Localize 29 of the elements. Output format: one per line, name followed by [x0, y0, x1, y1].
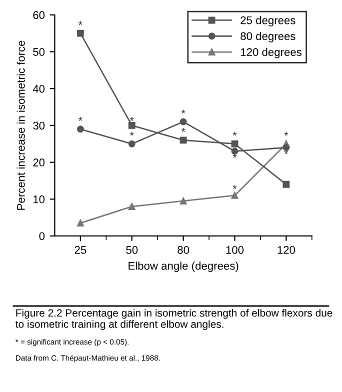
annotation: *	[232, 132, 237, 136]
y-tick-label: 0	[39, 232, 45, 240]
y-tick-label: 10	[33, 195, 45, 204]
x-tick-label: 50	[126, 246, 138, 254]
annotation: *	[181, 110, 186, 114]
annotation: *	[232, 154, 237, 158]
annotation: *	[284, 132, 288, 136]
x-tick-label: 100	[226, 246, 244, 254]
annotation: *	[78, 116, 82, 121]
annotation: *	[181, 128, 186, 132]
annotation: *	[284, 150, 288, 154]
annotation: *	[130, 132, 134, 136]
y-tick-label: 50	[33, 48, 45, 56]
y-tick-label: 40	[32, 84, 45, 93]
y-tick-label: 60	[33, 11, 45, 20]
x-axis-title: Elbow angle (degrees)	[128, 262, 238, 272]
y-tick-label: 20	[33, 158, 45, 166]
legend-label: 80 degrees	[240, 32, 296, 42]
legend-label: 25 degrees	[240, 16, 296, 26]
y-axis-title: Percent increase in isometric force	[16, 40, 25, 210]
x-tick-label: 25	[74, 246, 86, 254]
annotation: *	[78, 21, 82, 26]
annotation: *	[130, 116, 134, 121]
caption: Figure 2.2 Percentage gain in isometric strength of elbow flexors due to isometric training at different elbow angles.	[16, 309, 332, 330]
x-tick-label: 80	[178, 246, 190, 254]
annotation: *	[232, 185, 237, 190]
legend-label: 120 degrees	[240, 48, 302, 58]
y-tick-label: 30	[33, 122, 45, 130]
x-tick-label: 120	[278, 246, 296, 254]
